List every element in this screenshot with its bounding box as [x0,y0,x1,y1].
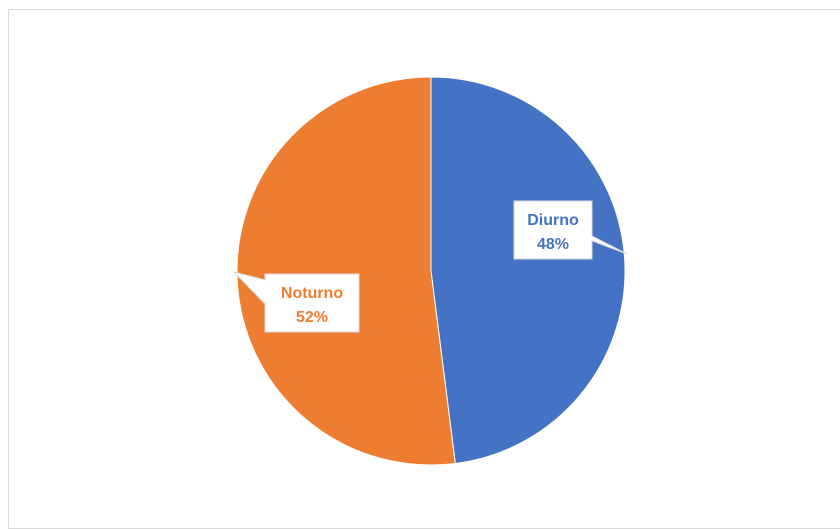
data-label-noturno: Noturno 52% [232,271,360,333]
data-label-diurno: Diurno 48% [513,200,628,260]
data-label-callouts: Diurno 48% Noturno 52% [232,200,628,333]
pie-slice-diurno [430,76,626,465]
pie-chart: Diurno 48% Noturno 52% [232,76,628,466]
data-label-percent: 48% [537,236,569,253]
pie-slices [236,76,626,466]
data-label-category: Diurno [527,212,579,229]
data-label-percent: 52% [296,309,328,326]
data-label-category: Noturno [281,285,343,302]
pie-slice-noturno [236,76,456,466]
